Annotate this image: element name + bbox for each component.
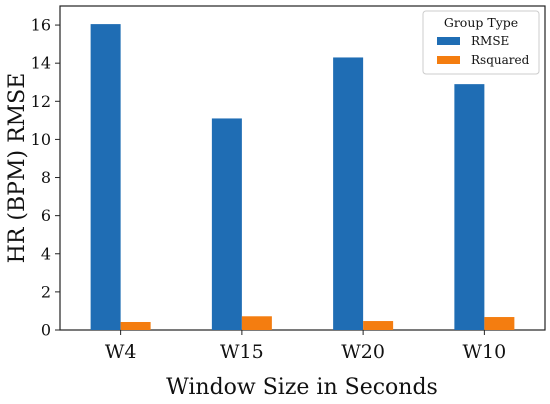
x-tick-label: W4 bbox=[105, 341, 137, 363]
legend-label-rsquared: Rsquared bbox=[471, 53, 530, 67]
plot-frame bbox=[59, 5, 546, 331]
y-tick-label: 16 bbox=[31, 16, 51, 35]
y-tick-label: 12 bbox=[31, 92, 51, 111]
y-tick-label: 10 bbox=[31, 130, 51, 149]
bar-rmse-w15 bbox=[211, 118, 242, 331]
bar-rmse-w4 bbox=[90, 24, 121, 330]
x-axis-title: Window Size in Seconds bbox=[166, 375, 438, 400]
bar-rsquared-w15 bbox=[241, 316, 272, 330]
legend: Group Type RMSE Rsquared bbox=[422, 10, 540, 75]
bar-rsquared-w10 bbox=[484, 317, 515, 330]
legend-title: Group Type bbox=[444, 15, 518, 30]
legend-label-rmse: RMSE bbox=[471, 34, 509, 48]
legend-swatch-rsquared bbox=[437, 56, 460, 64]
bar-rmse-w10 bbox=[454, 84, 485, 330]
bar-rmse-w20 bbox=[333, 57, 364, 330]
bar-series bbox=[90, 24, 515, 331]
legend-swatch-rmse bbox=[437, 37, 460, 45]
y-tick-label: 8 bbox=[41, 168, 51, 187]
x-tick-label: W10 bbox=[463, 341, 507, 363]
x-tick-label: W15 bbox=[220, 341, 264, 363]
y-tick-label: 4 bbox=[41, 244, 51, 263]
x-tick-label: W20 bbox=[341, 341, 385, 363]
y-tick-label: 2 bbox=[41, 282, 51, 301]
y-tick-label: 6 bbox=[41, 206, 51, 225]
y-axis-title: HR (BPM) RMSE bbox=[5, 73, 30, 264]
bar-rsquared-w20 bbox=[363, 321, 394, 330]
y-tick-label: 0 bbox=[41, 321, 51, 340]
y-axis: 0 2 4 6 8 10 12 14 16 bbox=[31, 16, 60, 340]
bar-rsquared-w4 bbox=[120, 321, 151, 330]
x-axis: W4 W15 W20 W10 bbox=[105, 330, 506, 363]
y-tick-label: 14 bbox=[31, 54, 51, 73]
